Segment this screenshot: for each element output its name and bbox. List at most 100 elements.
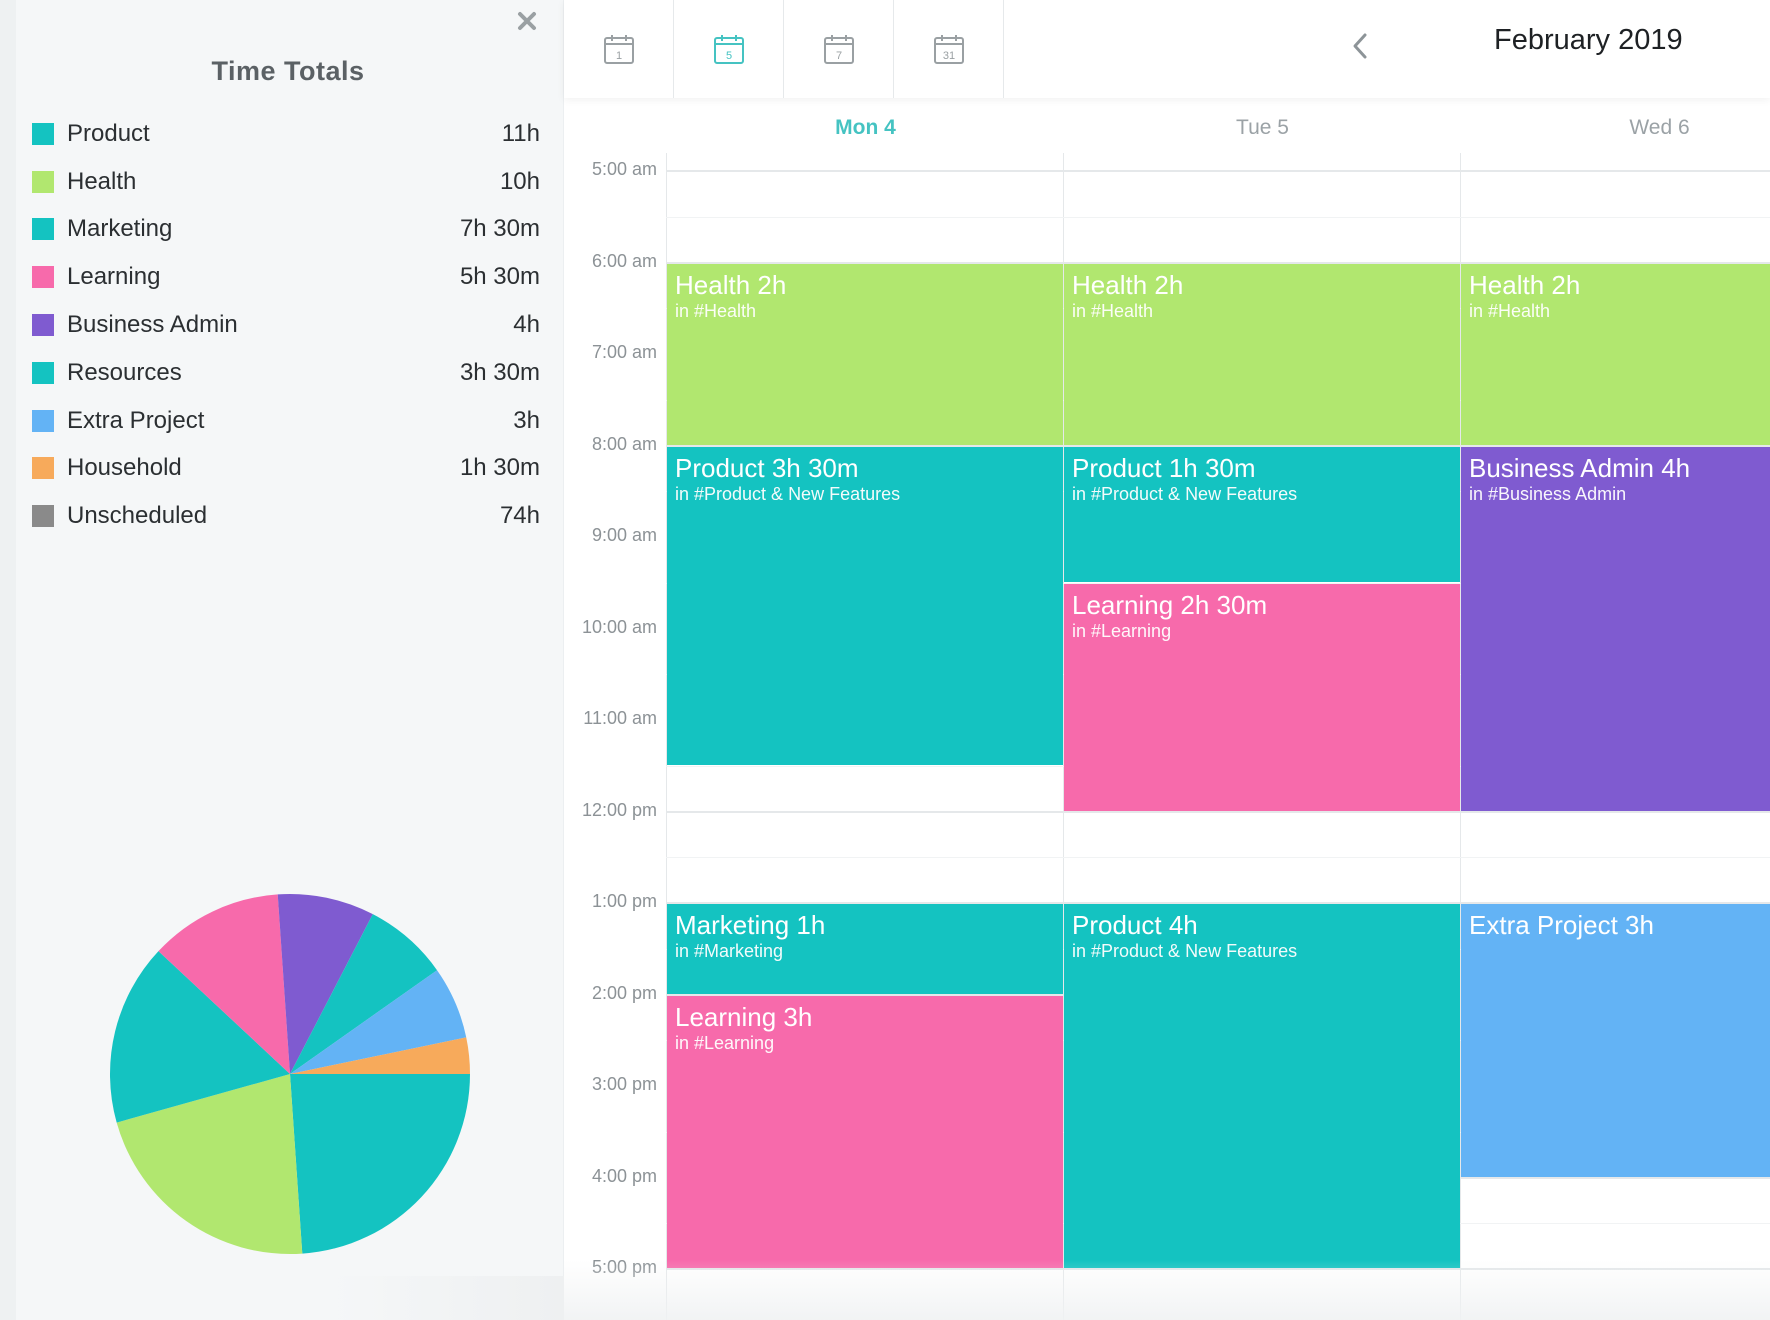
total-row: Product 11h	[30, 110, 540, 158]
column-divider	[666, 153, 667, 1320]
pie-slice-extra-project	[290, 970, 467, 1074]
view-day-button[interactable]: 1	[564, 0, 674, 98]
hour-line	[666, 902, 1770, 904]
day-header[interactable]: Wed 6	[1629, 116, 1690, 139]
hour-line	[666, 170, 1770, 172]
color-swatch	[32, 361, 54, 384]
event-title: Health 2h	[1072, 269, 1184, 300]
time-label: 8:00 am	[591, 433, 657, 454]
time-label: 1:00 pm	[591, 891, 657, 911]
total-name: Product	[67, 119, 150, 147]
color-swatch	[32, 314, 54, 337]
time-label: 6:00 am	[591, 250, 657, 271]
pie-slice-product	[290, 1074, 470, 1254]
color-swatch	[32, 266, 54, 289]
sidebar-edge	[0, 0, 16, 1320]
view-month-button[interactable]: 31	[894, 0, 1004, 98]
hour-line	[666, 261, 1770, 264]
time-label: 9:00 am	[591, 525, 657, 545]
color-swatch	[32, 409, 54, 432]
calendar-event[interactable]: Marketing 1h in #Marketing	[667, 904, 1063, 994]
hour-line	[666, 810, 1770, 813]
time-label: 4:00 pm	[591, 1165, 657, 1186]
event-project: in #Business Admin	[1469, 483, 1627, 504]
time-label: 11:00 am	[583, 708, 657, 728]
view-workweek-button[interactable]: 5	[674, 0, 784, 98]
event-project: in #Product & New Features	[1072, 483, 1298, 504]
event-title: Extra Project 3h	[1469, 910, 1654, 940]
total-value: 10h	[499, 167, 540, 195]
event-title: Health 2h	[1469, 269, 1581, 300]
calendar-event[interactable]: Health 2h in #Health	[1064, 263, 1460, 445]
close-icon	[518, 12, 536, 30]
total-name: Resources	[67, 358, 182, 386]
sidebar-title: Time Totals	[211, 56, 365, 86]
day-header[interactable]: Mon 4	[835, 116, 896, 139]
total-name: Household	[67, 454, 182, 482]
view-week-button[interactable]: 7	[784, 0, 894, 98]
calendar-workweek-icon: 5	[713, 35, 744, 64]
calendar-month-icon: 31	[933, 35, 964, 64]
time-label: 7:00 am	[591, 342, 657, 362]
calendar-day-icon: 1	[603, 35, 634, 64]
pie-slice-marketing	[110, 951, 290, 1123]
total-value: 5h 30m	[459, 263, 540, 291]
event-project: in #Health	[1469, 300, 1551, 321]
total-row: Resources 3h 30m	[30, 349, 540, 397]
color-swatch	[32, 122, 54, 145]
calendar-event[interactable]: Learning 2h 30m in #Learning	[1064, 583, 1460, 811]
event-project: in #Product & New Features	[675, 483, 901, 504]
total-name: Health	[67, 167, 137, 195]
close-sidebar-button[interactable]	[512, 6, 542, 36]
previous-period-button[interactable]	[1340, 26, 1380, 66]
calendar-event[interactable]: Product 1h 30m in #Product & New Features	[1064, 446, 1460, 582]
pie-slice-resources	[290, 914, 438, 1074]
half-hour-line	[666, 857, 1770, 859]
total-value: 3h 30m	[459, 358, 540, 386]
time-label: 2:00 pm	[591, 982, 657, 1003]
svg-text:5: 5	[725, 50, 731, 62]
calendar-event[interactable]: Product 4h in #Product & New Features	[1064, 904, 1460, 1268]
total-value: 3h	[513, 406, 540, 434]
event-project: in #Learning	[1072, 620, 1172, 641]
calendar-week-grid: Mon 4 Tue 5 Wed 6 5:00 am 6:00 am 7:00 am 8:00…	[564, 98, 1770, 1320]
time-label: 10:00 am	[581, 616, 657, 637]
event-title: Business Admin 4h	[1469, 452, 1691, 483]
day-header[interactable]: Tue 5	[1236, 116, 1289, 139]
event-title: Product 4h	[1072, 910, 1198, 940]
time-totals-sidebar: Time Totals Product 11h Health 10h Marketing…	[0, 0, 564, 1320]
pie-slice-health	[116, 1074, 303, 1254]
calendar-toolbar: 1 5 7 31 February 2019	[564, 0, 1770, 98]
total-value: 7h 30m	[459, 215, 540, 243]
calendar-event[interactable]: Health 2h in #Health	[1461, 263, 1770, 445]
svg-text:1: 1	[615, 50, 621, 62]
svg-text:7: 7	[835, 50, 841, 62]
pie-slice-learning	[158, 894, 290, 1074]
total-value: 1h 30m	[459, 454, 540, 482]
total-value: 4h	[513, 311, 540, 339]
event-title: Health 2h	[675, 269, 787, 300]
calendar-event[interactable]: Health 2h in #Health	[667, 263, 1063, 445]
total-name: Learning	[67, 263, 161, 291]
half-hour-line	[666, 216, 1770, 218]
total-row: Business Admin 4h	[30, 301, 540, 349]
total-value: 11h	[501, 119, 540, 147]
month-title: February 2019	[1494, 24, 1683, 56]
event-title: Product 1h 30m	[1072, 452, 1256, 483]
calendar-event[interactable]: Product 3h 30m in #Product & New Features	[667, 446, 1063, 765]
event-title: Marketing 1h	[675, 910, 826, 940]
total-row: Marketing 7h 30m	[30, 206, 540, 254]
calendar-event[interactable]: Extra Project 3h	[1461, 904, 1770, 1177]
calendar-event[interactable]: Business Admin 4h in #Business Admin	[1461, 446, 1770, 811]
total-name: Business Admin	[67, 311, 238, 339]
event-project: in #Learning	[675, 1032, 775, 1053]
event-project: in #Marketing	[675, 941, 784, 961]
color-swatch	[32, 218, 54, 241]
total-row: Health 10h	[30, 158, 540, 206]
color-swatch	[32, 505, 54, 528]
total-row: Household 1h 30m	[30, 445, 540, 493]
calendar-event[interactable]: Learning 3h in #Learning	[667, 995, 1063, 1268]
event-title: Learning 2h 30m	[1072, 589, 1268, 620]
time-label: 5:00 am	[591, 159, 657, 179]
